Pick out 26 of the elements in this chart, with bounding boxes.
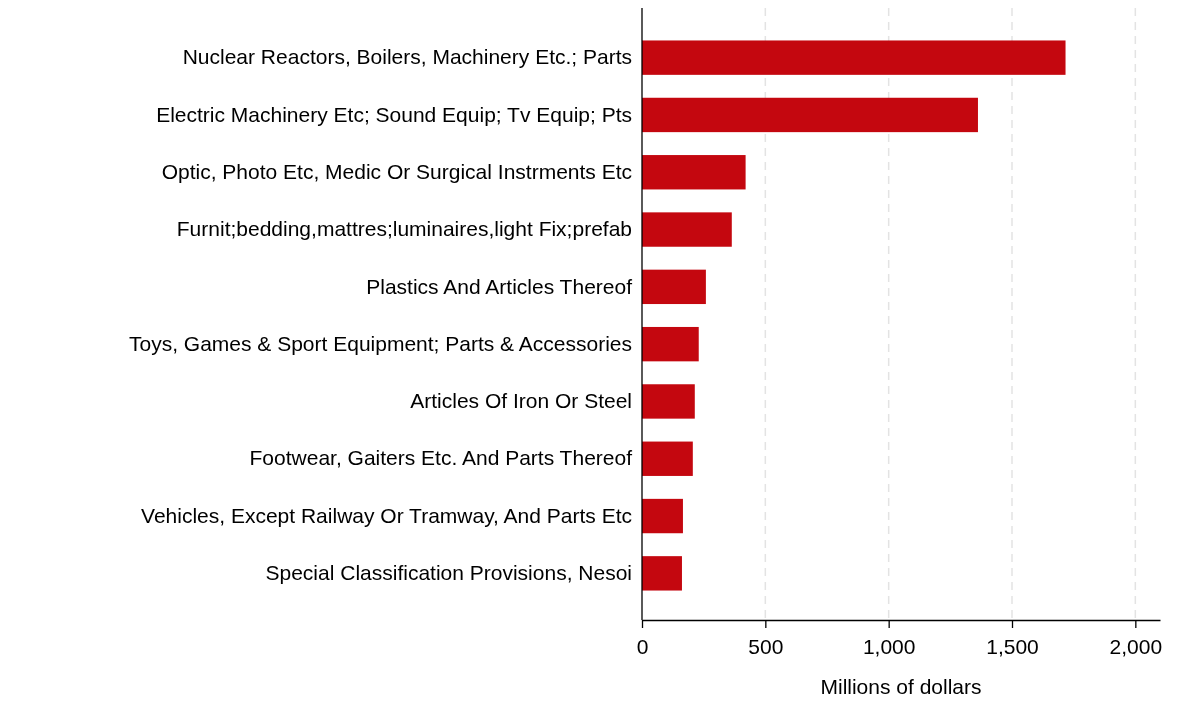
x-tick-label: 0 — [636, 635, 649, 659]
y-tick-label: Vehicles, Except Railway Or Tramway, And Parts Etc — [141, 503, 632, 527]
bar — [642, 498, 683, 534]
y-tick-label: Electric Machinery Etc; Sound Equip; Tv Equip; Pts — [156, 102, 632, 126]
y-tick-label: Plastics And Articles Thereof — [366, 274, 633, 298]
y-tick-label: Furnit;bedding,mattres;luminaires,light Fix;prefab — [176, 217, 632, 241]
x-tick-label: 1,500 — [986, 635, 1039, 659]
x-tick-label: 1,000 — [862, 635, 916, 659]
x-tick-label: 2,000 — [1109, 635, 1163, 659]
bar — [642, 155, 746, 190]
bar — [642, 326, 699, 362]
bar — [642, 384, 695, 419]
bar — [642, 441, 693, 476]
bar — [642, 40, 1066, 75]
bar — [642, 212, 732, 247]
y-tick-label: Nuclear Reactors, Boilers, Machinery Etc.; Parts — [182, 45, 632, 69]
x-tick-label: 500 — [748, 635, 784, 659]
bar — [642, 269, 706, 305]
y-tick-label: Optic, Photo Etc, Medic Or Surgical Instrments Etc — [161, 159, 632, 183]
y-tick-label: Articles Of Iron Or Steel — [410, 389, 632, 413]
x-axis-title: Millions of dollars — [820, 675, 982, 698]
y-tick-label: Toys, Games & Sport Equipment; Parts & Accessories — [128, 331, 632, 355]
bar — [642, 556, 682, 591]
y-tick-label: Footwear, Gaiters Etc. And Parts Thereof — [249, 446, 633, 470]
y-tick-label: Special Classification Provisions, Nesoi — [265, 561, 632, 585]
bar — [642, 97, 978, 133]
